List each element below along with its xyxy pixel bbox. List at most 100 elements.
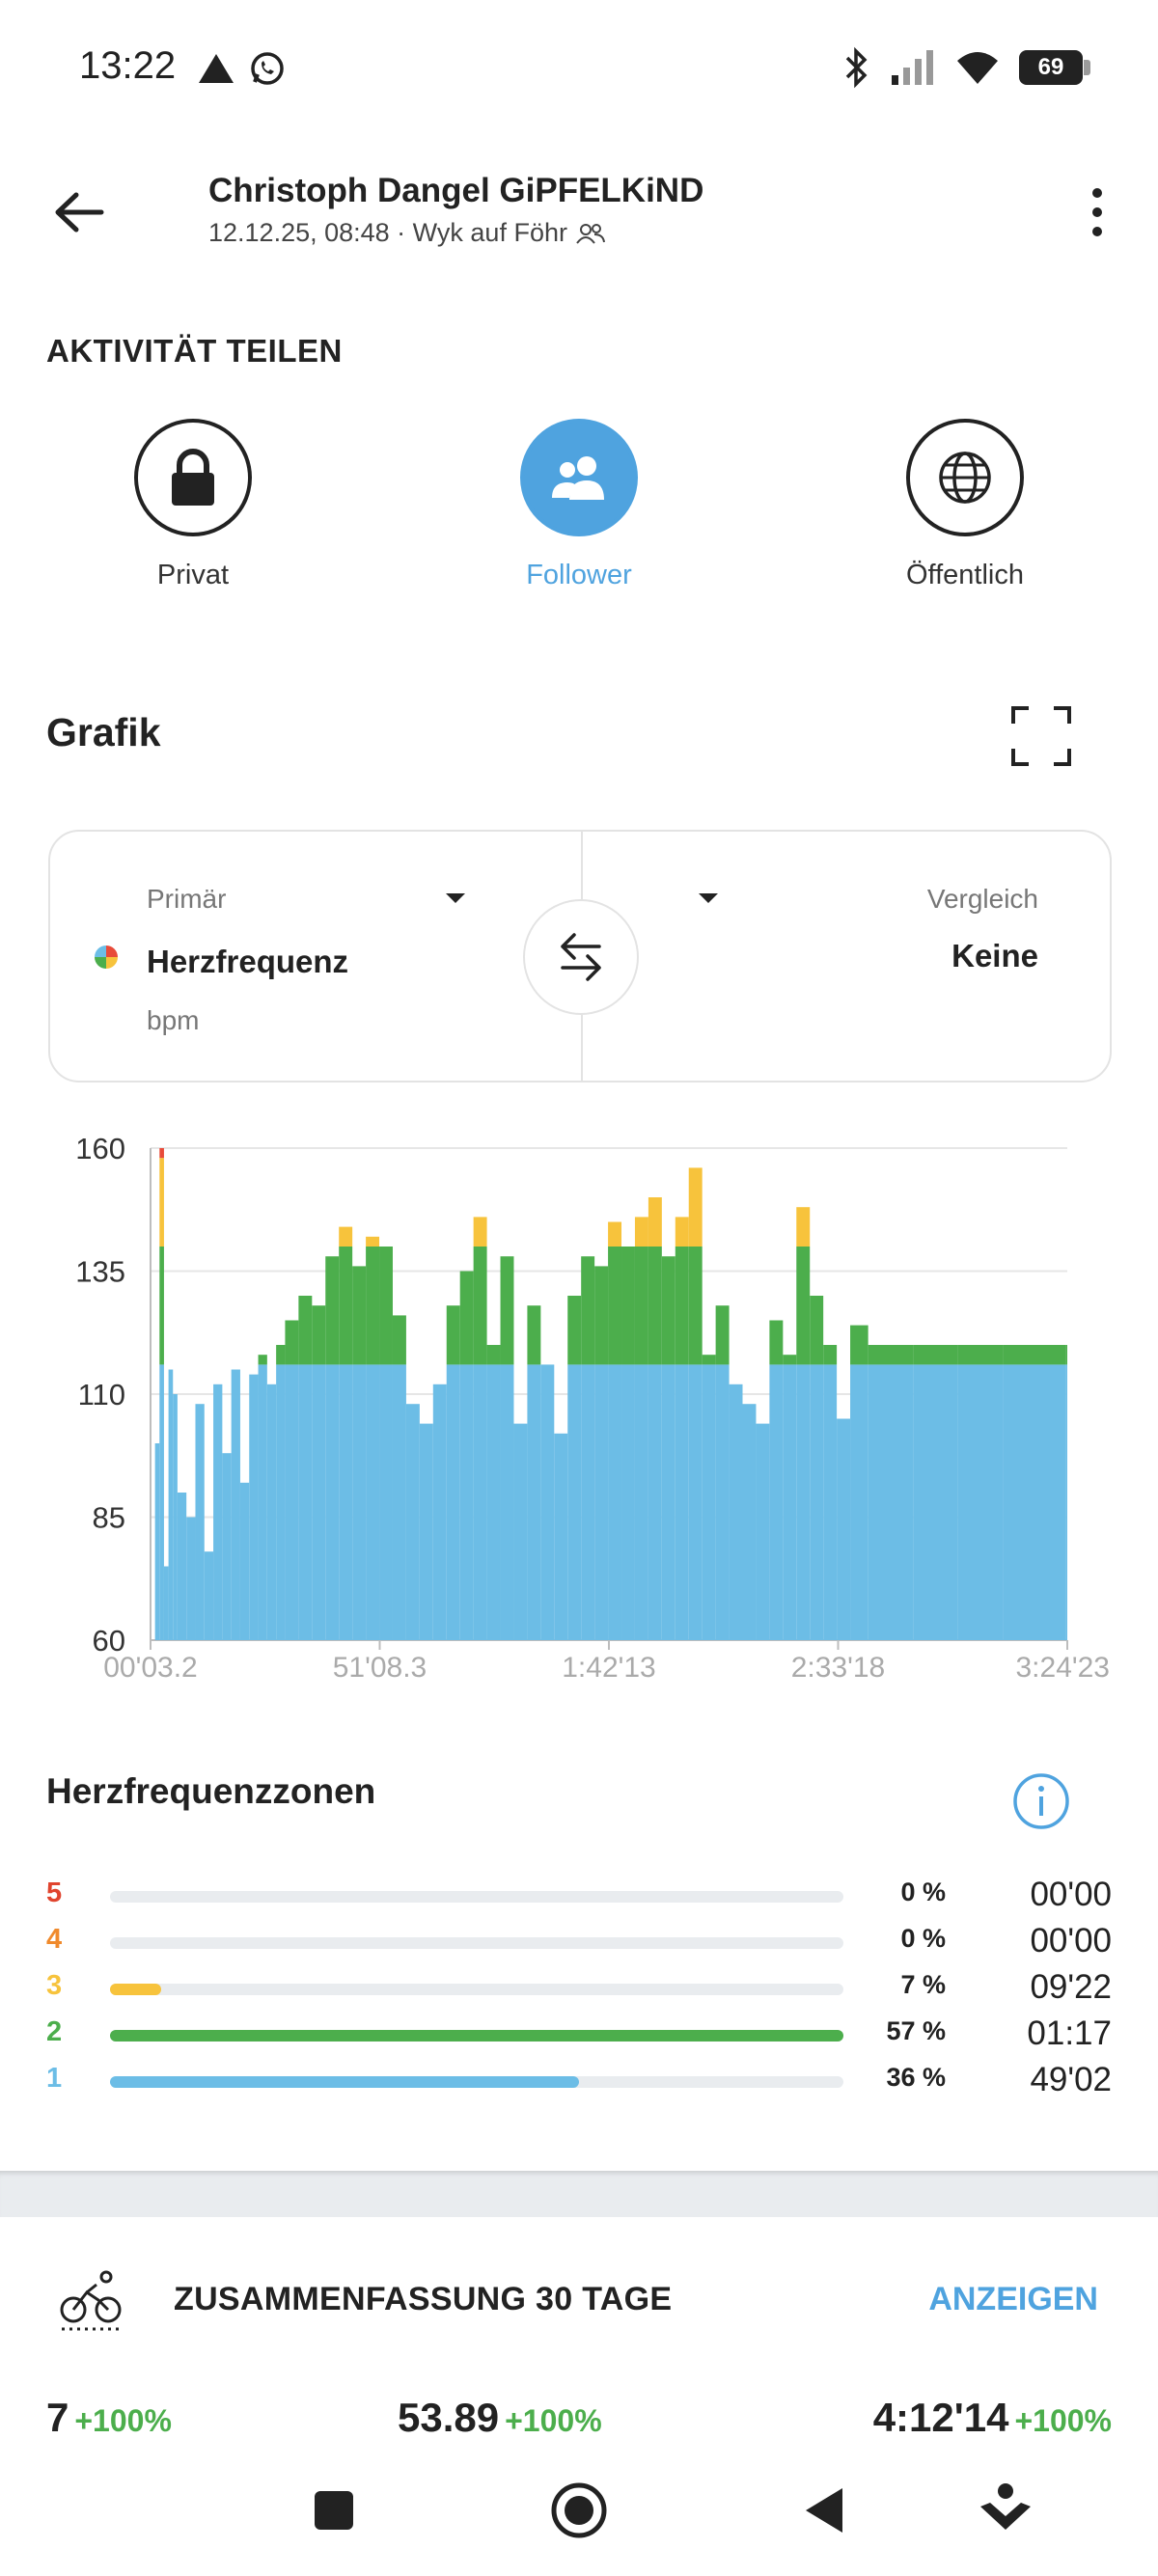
chart-data-bar — [459, 1271, 474, 1365]
share-private-circle[interactable] — [134, 419, 252, 536]
chart-data-bar — [796, 1247, 811, 1365]
chart-x-tick-label: 1:42'13 — [562, 1652, 656, 1684]
home-button[interactable] — [540, 2472, 618, 2549]
zone-percent: 0 % — [900, 1924, 946, 1953]
page-title: Christoph Dangel GiPFELKiND — [208, 172, 704, 209]
chart-data-bar — [581, 1364, 595, 1640]
compare-metric-select[interactable]: Keine — [951, 938, 1038, 973]
summary-section: ZUSAMMENFASSUNG 30 TAGE ANZEIGEN 7 +100% … — [0, 2217, 1158, 2441]
chart-data-bar — [769, 1320, 784, 1365]
lock-icon — [172, 449, 214, 506]
zone-percent: 57 % — [886, 2016, 946, 2045]
zone-bar-fill — [110, 2076, 580, 2088]
bluetooth-icon — [845, 46, 868, 89]
chart-data-bar — [957, 1345, 1004, 1365]
zone-bar-track — [110, 2030, 843, 2042]
heart-rate-zones-title: Herzfrequenzzonen — [46, 1771, 376, 1811]
accessibility-button[interactable] — [967, 2472, 1044, 2549]
swap-metrics-button[interactable] — [523, 899, 639, 1015]
globe-icon — [939, 452, 991, 504]
accessibility-icon — [980, 2483, 1031, 2530]
primary-dropdown-icon[interactable] — [444, 891, 467, 905]
home-circle-icon — [551, 2482, 607, 2538]
followers-small-icon — [576, 223, 605, 244]
cycling-icon — [60, 2270, 122, 2331]
chart-data-bar — [392, 1364, 406, 1640]
chart-data-bar — [567, 1364, 582, 1640]
zone-percent: 36 % — [886, 2063, 946, 2092]
zone-bar-track — [110, 1891, 843, 1903]
compare-dropdown-icon[interactable] — [697, 891, 720, 905]
chart-data-bar — [688, 1364, 703, 1640]
chart-data-bar — [715, 1364, 730, 1640]
chart-data-bar — [1003, 1364, 1066, 1640]
chart-data-bar — [675, 1217, 689, 1247]
zone-bar-track — [110, 2076, 843, 2088]
swap-arrows-icon — [561, 933, 601, 981]
chart-data-bar — [868, 1364, 914, 1640]
chart-data-bar — [173, 1394, 178, 1640]
chart-data-bar — [500, 1364, 514, 1640]
share-option-follower[interactable]: Follower — [463, 419, 695, 591]
chart-data-bar — [159, 1148, 164, 1159]
chart-data-bar — [769, 1364, 784, 1640]
status-system-icons: 69 — [841, 46, 1090, 89]
stat-change: +100% — [74, 2403, 172, 2438]
chart-data-bar — [339, 1364, 353, 1640]
recents-button[interactable] — [295, 2472, 372, 2549]
chart-y-tick-label: 85 — [93, 1501, 125, 1535]
chart-data-bar — [729, 1384, 743, 1640]
chart-data-bar — [285, 1320, 299, 1365]
zones-info-button[interactable] — [1011, 1771, 1071, 1831]
more-options-button[interactable] — [1073, 183, 1121, 241]
battery-indicator: 69 — [1019, 50, 1090, 85]
zone-time: 00'00 — [1030, 1876, 1112, 1913]
system-nav-bar — [0, 2437, 1158, 2576]
fullscreen-button[interactable] — [1009, 704, 1073, 768]
chart-data-bar — [783, 1355, 797, 1365]
chart-data-bar — [486, 1364, 501, 1640]
chart-data-bar — [688, 1167, 703, 1247]
chart-data-bar — [459, 1364, 474, 1640]
chart-data-bar — [957, 1364, 1004, 1640]
chart-data-bar — [1065, 1364, 1067, 1640]
stat-change: +100% — [1014, 2403, 1112, 2438]
zone-percent: 0 % — [900, 1877, 946, 1906]
zone-percent: 7 % — [900, 1970, 946, 1999]
chart-data-bar — [168, 1369, 174, 1640]
back-nav-button[interactable] — [786, 2472, 863, 2549]
activity-subtitle: 12.12.25, 08:48 · Wyk auf Föhr — [208, 218, 606, 248]
back-button[interactable] — [50, 183, 108, 241]
heart-rate-zone-dot-icon — [95, 945, 118, 969]
primary-metric-select[interactable]: Herzfrequenz — [147, 944, 349, 979]
chart-data-bar — [715, 1305, 730, 1365]
chart-data-bar — [486, 1345, 501, 1365]
square-icon — [315, 2491, 353, 2530]
zone-bar-track — [110, 1984, 843, 1995]
share-public-circle[interactable] — [906, 419, 1024, 536]
chart-data-bar — [621, 1364, 635, 1640]
share-heading: AKTIVITÄT TEILEN — [46, 333, 343, 369]
chart-data-bar — [366, 1247, 380, 1365]
summary-show-link[interactable]: ANZEIGEN — [928, 2281, 1098, 2317]
share-option-public[interactable]: Öffentlich — [849, 419, 1081, 591]
chart-data-bar — [446, 1305, 460, 1365]
share-option-private[interactable]: Privat — [77, 419, 309, 591]
activity-header: Christoph Dangel GiPFELKiND 12.12.25, 08… — [0, 154, 1158, 270]
chart-data-bar — [540, 1364, 555, 1640]
chart-x-tick-label: 3:24'23 — [1016, 1652, 1111, 1684]
chart-data-bar — [648, 1364, 662, 1640]
chart-x-tick-label: 00'03.2 — [103, 1652, 198, 1684]
chart-data-bar — [688, 1247, 703, 1365]
summary-stat-duration: 4:12'14 +100% — [873, 2395, 1112, 2441]
chart-data-bar — [1065, 1345, 1067, 1365]
chart-data-bar — [823, 1345, 838, 1365]
share-follower-circle[interactable] — [520, 419, 638, 536]
chart-data-bar — [594, 1266, 609, 1365]
stat-value: 4:12'14 — [872, 2395, 1009, 2440]
chart-data-bar — [823, 1364, 838, 1640]
chart-data-bar — [527, 1364, 541, 1640]
chart-data-bar — [177, 1493, 187, 1640]
chart-data-bar — [195, 1404, 205, 1640]
